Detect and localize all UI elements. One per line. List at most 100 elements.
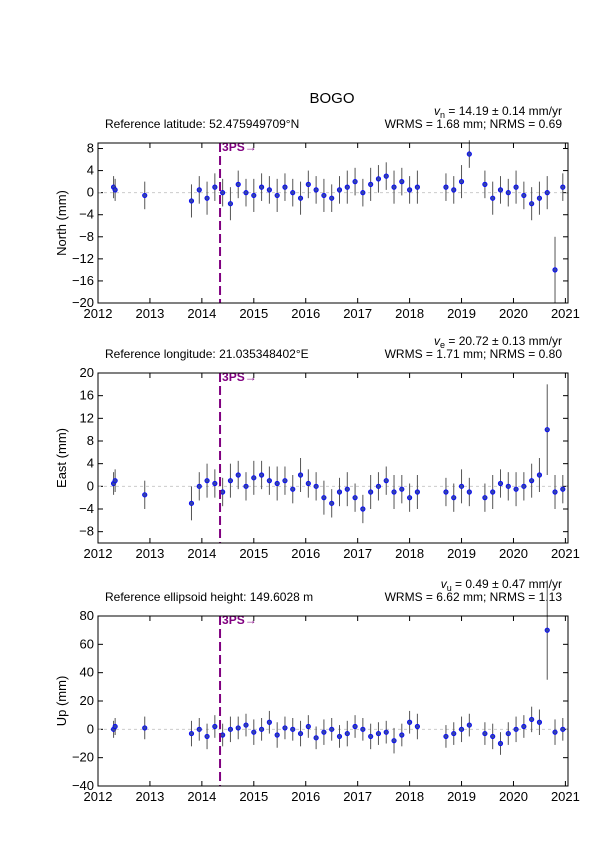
- x-tick-label: 2016: [291, 546, 320, 561]
- data-point: [490, 195, 496, 201]
- data-point: [505, 190, 511, 196]
- y-axis-label: East (mm): [54, 428, 69, 488]
- x-tick-label: 2016: [291, 789, 320, 804]
- x-tick-label: 2020: [499, 306, 528, 321]
- data-point: [497, 740, 504, 747]
- break-label: 3PS→: [222, 613, 257, 627]
- x-tick-label: 2017: [343, 306, 372, 321]
- data-point: [196, 483, 202, 489]
- data-point: [112, 187, 118, 193]
- reference: Reference longitude: 21.035348402°E: [105, 347, 309, 361]
- data-point: [212, 184, 218, 190]
- data-point: [220, 732, 226, 738]
- data-point: [368, 181, 374, 187]
- data-point: [282, 184, 288, 190]
- data-point: [360, 190, 366, 196]
- data-point: [220, 489, 226, 495]
- data-point: [251, 475, 257, 481]
- data-point: [352, 723, 358, 730]
- data-point: [344, 184, 350, 190]
- y-tick-label: −40: [72, 778, 94, 793]
- data-point: [414, 489, 420, 495]
- y-tick-label: −8: [79, 229, 94, 244]
- data-point: [204, 478, 210, 484]
- data-point: [142, 725, 148, 731]
- x-tick-label: 2021: [551, 789, 580, 804]
- data-point: [266, 719, 272, 725]
- data-point: [466, 151, 472, 157]
- data-point: [329, 726, 335, 732]
- y-tick-label: 80: [80, 608, 94, 623]
- data-point: [552, 267, 558, 273]
- y-tick-label: 20: [80, 365, 94, 380]
- data-point: [399, 732, 405, 738]
- data-point: [383, 478, 389, 484]
- velocity: ve = 20.72 ± 0.13 mm/yr: [434, 334, 562, 350]
- data-point: [466, 722, 472, 728]
- data-point: [399, 179, 405, 185]
- reference: Reference ellipsoid height: 149.6028 m: [105, 590, 313, 604]
- data-point: [188, 730, 195, 737]
- data-point: [375, 483, 382, 489]
- y-tick-label: 16: [80, 388, 94, 403]
- y-tick-label: −8: [79, 524, 94, 539]
- y-tick-label: 0: [87, 478, 94, 493]
- data-point: [443, 733, 449, 740]
- data-point: [368, 733, 374, 740]
- x-tick-label: 2020: [499, 789, 528, 804]
- data-point: [297, 195, 304, 201]
- x-tick-label: 2021: [551, 306, 580, 321]
- data-point: [227, 478, 234, 484]
- y-tick-label: 40: [80, 665, 94, 680]
- chart-title: BOGO: [309, 90, 354, 107]
- data-point: [360, 506, 366, 512]
- data-point: [344, 486, 350, 492]
- data-point: [505, 483, 511, 489]
- data-point: [235, 181, 241, 187]
- data-point: [344, 730, 350, 737]
- data-point: [297, 472, 304, 478]
- x-tick-label: 2012: [84, 306, 113, 321]
- data-point: [497, 187, 504, 193]
- data-point: [536, 719, 543, 725]
- x-tick-label: 2014: [187, 546, 216, 561]
- x-tick-label: 2018: [395, 306, 424, 321]
- velocity-symbol: v: [434, 104, 441, 118]
- data-point: [407, 187, 413, 193]
- data-point: [290, 726, 296, 732]
- velocity-subscript: e: [440, 340, 445, 350]
- data-point: [212, 723, 218, 730]
- velocity: vn = 14.19 ± 0.14 mm/yr: [434, 104, 562, 120]
- data-point: [112, 478, 118, 484]
- data-point: [227, 201, 234, 207]
- data-point: [529, 201, 535, 207]
- x-tick-label: 2018: [395, 789, 424, 804]
- data-point: [336, 733, 343, 740]
- data-point: [383, 729, 389, 735]
- plot-frame: [97, 615, 569, 787]
- data-point: [336, 187, 343, 193]
- data-point: [274, 192, 280, 199]
- data-point: [112, 723, 118, 730]
- break-label: 3PS→: [222, 370, 257, 384]
- x-tick-label: 2013: [135, 306, 164, 321]
- x-tick-label: 2012: [84, 789, 113, 804]
- x-tick-label: 2015: [239, 546, 268, 561]
- y-tick-label: 12: [80, 410, 94, 425]
- data-point: [212, 480, 218, 487]
- data-point: [274, 732, 280, 738]
- data-point: [490, 489, 496, 495]
- data-point: [188, 198, 195, 204]
- y-axis-label: Up (mm): [54, 676, 69, 727]
- stats: WRMS = 1.71 mm; NRMS = 0.80: [385, 347, 563, 361]
- data-point: [560, 486, 566, 492]
- data-point: [251, 729, 257, 735]
- x-tick-label: 2019: [447, 789, 476, 804]
- data-point: [451, 495, 457, 501]
- data-point: [375, 176, 382, 182]
- data-point: [521, 483, 527, 489]
- data-point: [313, 735, 319, 741]
- velocity: vu = 0.49 ± 0.47 mm/yr: [441, 577, 562, 593]
- data-point: [391, 738, 397, 744]
- data-point: [352, 495, 358, 501]
